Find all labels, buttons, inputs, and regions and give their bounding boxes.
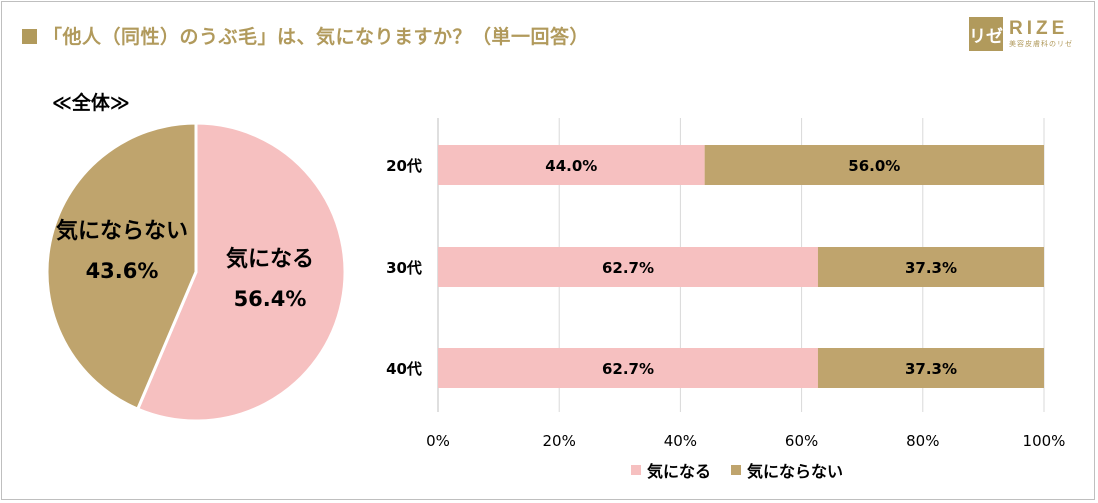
bar-data-label: 37.3% <box>905 360 957 378</box>
bar-segment-kininaranai <box>817 247 1044 287</box>
pie-value-kininaru: 56.4% <box>234 287 307 311</box>
x-tick-label: 40% <box>664 432 697 450</box>
bar-chart: 44.0% 56.0% 62.7% 37.3% 62.7% 37.3% <box>438 145 1044 388</box>
legend-label-kininaranai: 気にならない <box>747 462 844 481</box>
bar-data-label: 37.3% <box>905 259 957 277</box>
category-label: 40代 <box>386 360 422 378</box>
pie-label-kininaru: 気になる <box>226 246 314 272</box>
x-tick-label: 100% <box>1023 432 1066 450</box>
legend-swatch-kininaru <box>631 465 641 475</box>
x-tick-label: 60% <box>785 432 818 450</box>
pie-chart: 気になる 56.4% 気にならない 43.6% <box>45 121 347 423</box>
bar-data-label: 56.0% <box>848 157 900 175</box>
x-tick-label: 80% <box>906 432 939 450</box>
bar-data-label: 62.7% <box>602 360 654 378</box>
bar-data-label: 44.0% <box>545 157 597 175</box>
legend-swatch-kininaranai <box>731 465 742 475</box>
pie-slice-kininaru <box>135 121 347 423</box>
bar-segment-kininaranai <box>704 145 1044 185</box>
pie-slice-kininaranai <box>45 121 198 412</box>
chart-title-text: 「他人（同性）のうぶ毛」は、気になりますか？（単一回答） <box>43 26 590 48</box>
bar-segment-kininaru <box>438 145 705 185</box>
legend-item-kininaranai: 気にならない <box>731 458 843 482</box>
category-label: 20代 <box>386 157 422 175</box>
logo-subtitle: 美容皮膚科のリゼ <box>1009 40 1073 48</box>
pie-title: ≪全体≫ <box>52 92 130 114</box>
logo-text: RIZE 美容皮膚科のリゼ <box>1009 19 1073 49</box>
bar-segment-kininaranai <box>817 348 1044 388</box>
logo-word: RIZE <box>1009 18 1069 39</box>
logo-mark: リゼ <box>969 17 1003 51</box>
pie-label-kininaranai: 気にならない <box>56 218 188 244</box>
legend-label-kininaru: 気になる <box>647 462 712 481</box>
pie-value-kininaranai: 43.6% <box>86 259 159 283</box>
bar-data-label: 62.7% <box>602 259 654 277</box>
chart-title: 「他人（同性）のうぶ毛」は、気になりますか？（単一回答） <box>22 22 589 49</box>
legend-item-kininaru: 気になる <box>631 458 711 482</box>
category-label: 30代 <box>386 259 422 277</box>
legend: 気になる 気にならない <box>631 458 863 482</box>
bar-segment-kininaru <box>438 247 818 287</box>
bar-segment-kininaru <box>438 348 818 388</box>
brand-logo: リゼ RIZE 美容皮膚科のリゼ <box>969 17 1073 51</box>
bar-axis: 0% 20% 40% 60% 80% 100% 20代 30代 40代 <box>386 157 1065 450</box>
title-square-icon <box>22 29 37 44</box>
x-tick-label: 20% <box>543 432 576 450</box>
x-tick-label: 0% <box>426 432 450 450</box>
